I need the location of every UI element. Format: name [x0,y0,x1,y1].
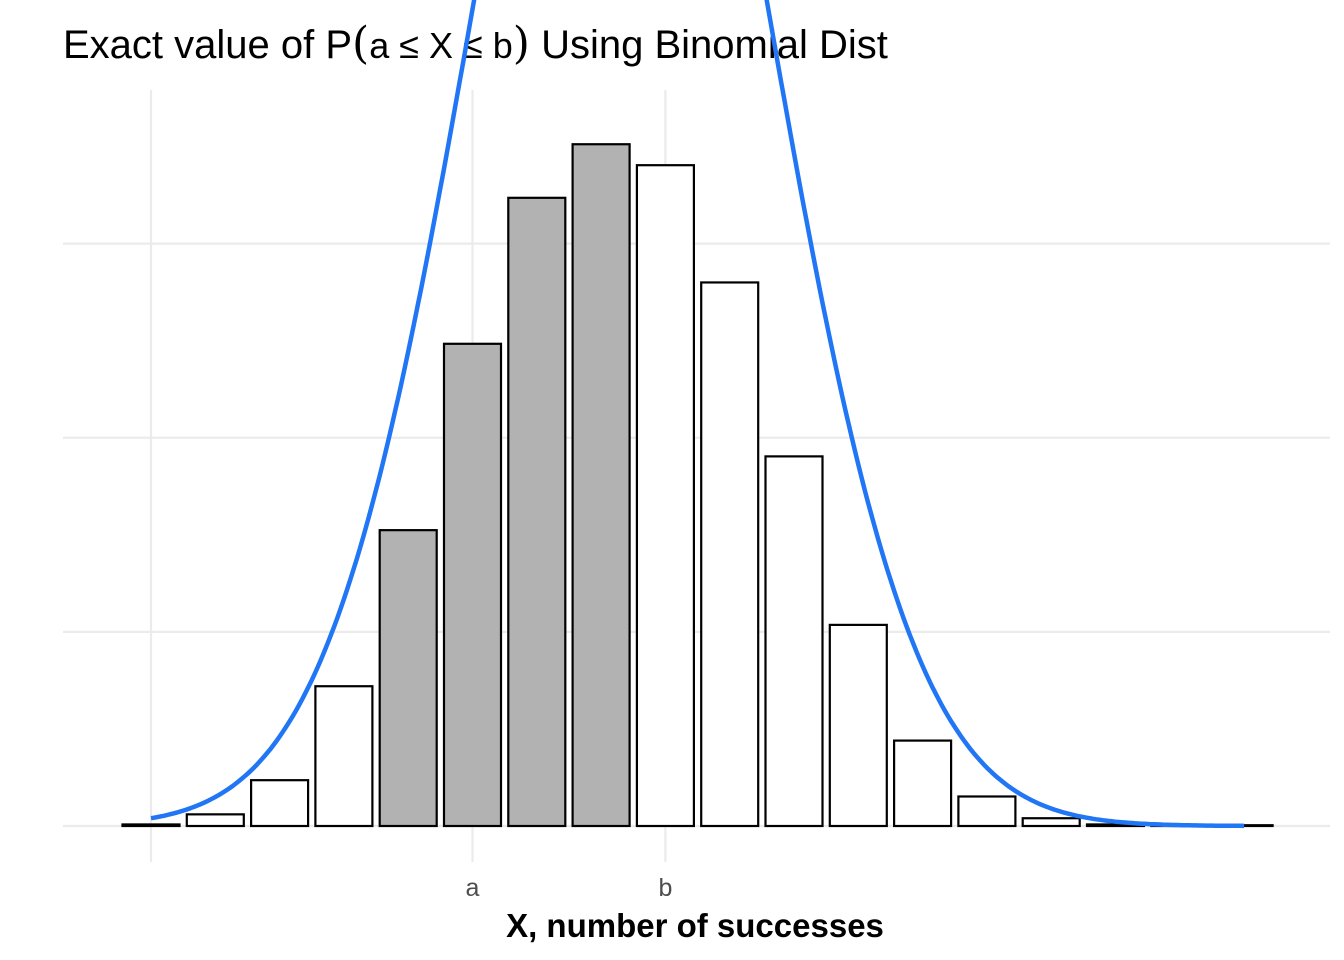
bar-x-11 [892,739,953,828]
x-tick-label-b: b [658,874,672,902]
x-tick-label-a: a [466,874,480,902]
bar-x-4 [442,342,503,828]
curve-layer [150,0,1245,829]
bars-layer [121,143,1274,828]
normal-curve [150,0,1245,829]
title-prefix: Exact value of P [63,23,353,67]
bar-x-13 [1021,817,1081,828]
bar-x--1 [121,823,181,828]
chart-title: Exact value of P(a ≤ X ≤ b) Using Binomi… [63,18,888,69]
title-open-paren: ( [352,18,370,69]
bar-x-9 [764,455,824,828]
bar-x-10 [828,623,888,828]
title-expression: a ≤ X ≤ b [369,25,513,66]
bar-x-7 [635,164,696,828]
bar-x-3 [378,529,438,828]
bar-x-0 [185,813,245,828]
bar-x-5 [507,196,567,828]
grid-layer [63,90,1330,862]
bar-x-12 [957,795,1017,828]
title-close-paren: ) [512,18,530,69]
bar-x-1 [250,779,310,828]
x-axis-label: X, number of successes [506,907,884,944]
bar-x-8 [700,281,760,828]
bar-x-2 [314,685,374,828]
title-suffix: Using Binomial Dist [529,23,888,67]
bar-x-6 [571,143,631,828]
